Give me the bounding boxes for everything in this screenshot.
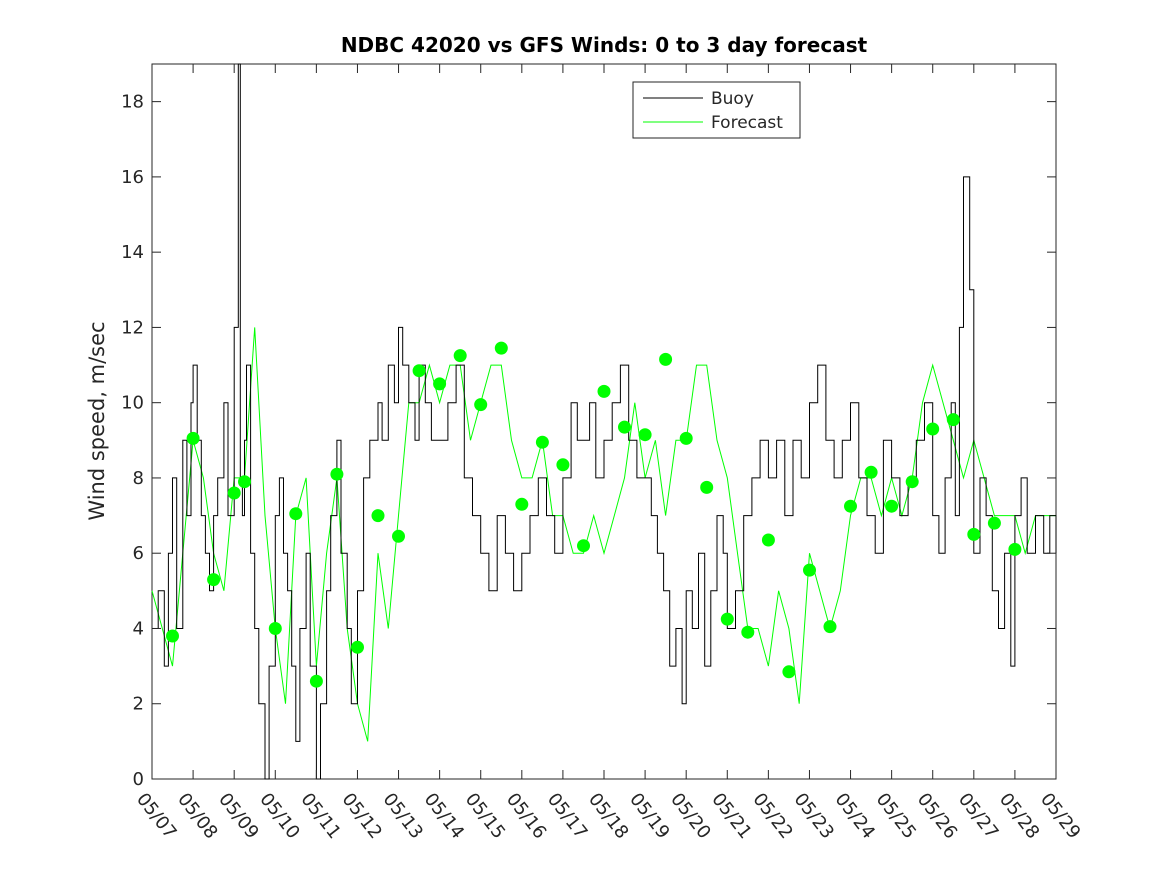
forecast-marker [864, 465, 878, 479]
legend-buoy-label: Buoy [711, 89, 754, 109]
y-tick-label: 4 [133, 618, 144, 639]
y-tick-label: 2 [133, 694, 144, 715]
forecast-marker [207, 573, 221, 587]
forecast-marker [330, 467, 344, 481]
forecast-marker [309, 674, 323, 688]
forecast-marker [905, 475, 919, 489]
x-tick-label: 05/28 [995, 789, 1043, 843]
forecast-marker [618, 420, 631, 434]
forecast-marker [597, 384, 611, 398]
forecast-marker [392, 529, 405, 543]
legend: Buoy Forecast [632, 81, 801, 139]
forecast-marker [474, 398, 488, 412]
legend-box [632, 81, 801, 139]
forecast-marker [268, 622, 282, 635]
forecast-marker [494, 341, 508, 355]
forecast-marker [577, 539, 590, 553]
forecast-marker [844, 499, 857, 513]
forecast-marker [351, 640, 364, 654]
forecast-marker [885, 499, 899, 513]
legend-forecast-label: Forecast [711, 113, 783, 133]
y-tick-label: 0 [133, 769, 144, 790]
forecast-marker [946, 413, 960, 427]
x-tick-label: 05/09 [214, 789, 262, 843]
x-tick-label: 05/20 [666, 789, 714, 843]
forecast-marker [1008, 542, 1022, 556]
x-tick-label: 05/24 [831, 789, 879, 843]
forecast-marker [926, 422, 940, 436]
y-tick-label: 8 [133, 468, 144, 489]
x-tick-label: 05/18 [584, 789, 632, 843]
forecast-marker [967, 527, 981, 541]
y-tick-label: 10 [121, 393, 144, 414]
forecast-marker [238, 475, 251, 489]
y-tick-label: 16 [121, 167, 144, 188]
series-forecast-line [151, 327, 1056, 742]
forecast-marker [720, 612, 734, 626]
forecast-marker [227, 486, 241, 500]
forecast-marker [166, 629, 179, 643]
forecast-marker [659, 352, 673, 366]
y-tick-label: 18 [121, 92, 144, 113]
plot-area [151, 63, 1057, 780]
x-tick-label: 05/23 [790, 789, 838, 843]
x-tick-label: 05/08 [173, 789, 221, 843]
forecast-marker [700, 480, 714, 494]
forecast-marker [289, 507, 303, 521]
y-axis-label: Wind speed, m/sec [85, 321, 109, 520]
x-tick-label: 05/13 [379, 789, 427, 843]
forecast-marker [186, 431, 200, 445]
x-tick-label: 05/15 [461, 789, 509, 843]
forecast-marker [515, 497, 529, 511]
x-tick-label: 05/25 [872, 789, 920, 843]
forecast-marker [412, 364, 426, 378]
x-tick-label: 05/22 [748, 789, 796, 843]
x-tick-label: 05/16 [502, 789, 550, 843]
forecast-marker [761, 533, 775, 547]
forecast-marker [535, 435, 549, 449]
x-tick-label: 05/27 [954, 789, 1002, 843]
forecast-marker [823, 620, 837, 634]
x-tick-label: 05/19 [625, 789, 673, 843]
x-tick-label: 05/17 [543, 789, 591, 843]
y-tick-label: 12 [121, 317, 144, 338]
forecast-marker [741, 625, 755, 639]
y-tick-label: 6 [133, 543, 144, 564]
x-tick-label: 05/10 [255, 789, 303, 843]
x-tick-label: 05/14 [420, 789, 468, 843]
x-tick-label: 05/12 [338, 789, 386, 843]
x-tick-label: 05/11 [296, 789, 344, 843]
forecast-marker [433, 377, 447, 391]
forecast-marker [453, 349, 467, 363]
x-tick-label: 05/26 [913, 789, 961, 843]
chart-title: NDBC 42020 vs GFS Winds: 0 to 3 day fore… [341, 33, 868, 57]
forecast-marker [556, 458, 570, 472]
forecast-marker [803, 563, 816, 577]
y-tick-label: 14 [121, 242, 144, 263]
forecast-marker [987, 516, 1001, 530]
forecast-marker [371, 509, 385, 523]
y-axis: 0 2 4 6 8 10 12 14 16 18 [121, 92, 1056, 790]
forecast-marker [782, 665, 796, 679]
x-tick-label: 05/29 [1036, 789, 1084, 843]
x-tick-label: 05/21 [707, 789, 755, 843]
forecast-marker [679, 431, 693, 445]
axes-box [151, 63, 1057, 780]
marker-layer [166, 341, 1022, 688]
forecast-marker [638, 428, 652, 442]
x-tick-label: 05/07 [132, 789, 180, 843]
